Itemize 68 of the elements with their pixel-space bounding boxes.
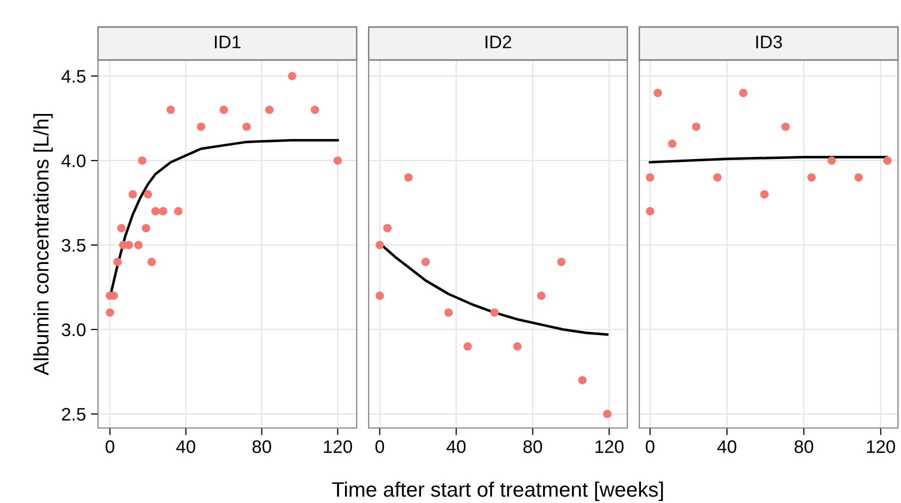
point — [376, 240, 384, 250]
point — [174, 207, 182, 216]
x-tick-label: 0 — [646, 440, 654, 454]
point — [444, 308, 453, 317]
point — [464, 342, 472, 351]
point — [854, 173, 863, 182]
x-axis-title: Time after start of treatment [weeks] — [332, 482, 663, 501]
x-tick-label: 120 — [324, 440, 352, 454]
x-tick-label: 40 — [717, 440, 736, 454]
x-tick-label: 120 — [595, 440, 624, 454]
point — [142, 224, 150, 232]
point — [265, 106, 274, 114]
x-tick-label: 80 — [523, 440, 542, 454]
point — [134, 240, 143, 250]
point — [646, 207, 654, 216]
point — [537, 292, 546, 300]
x-tick-label: 40 — [446, 440, 466, 454]
y-tick-label: 4.0 — [62, 154, 86, 168]
x-tick-label: 0 — [106, 440, 114, 454]
point — [138, 156, 146, 165]
chart-title: ID3 — [756, 36, 782, 48]
point — [151, 207, 160, 216]
chart-title: ID1 — [214, 36, 240, 48]
point — [654, 88, 662, 98]
point — [106, 308, 114, 317]
point — [128, 190, 137, 198]
point — [334, 156, 342, 165]
y-tick-label: 3.0 — [62, 323, 86, 336]
point — [158, 207, 168, 216]
point — [646, 173, 654, 182]
point — [242, 122, 251, 131]
x-tick-label: 120 — [867, 440, 896, 454]
x-tick-label: 40 — [176, 440, 196, 454]
point — [117, 224, 126, 232]
point — [739, 88, 748, 98]
point — [421, 258, 430, 266]
point — [513, 342, 522, 351]
point — [376, 292, 384, 300]
y-tick-label: 3.5 — [62, 238, 86, 252]
point — [557, 258, 566, 266]
point — [828, 156, 836, 165]
chart-title: ID2 — [486, 36, 512, 48]
point — [144, 190, 152, 198]
point — [668, 139, 676, 148]
point — [578, 376, 587, 384]
point — [220, 106, 228, 114]
point — [310, 106, 320, 114]
point — [781, 122, 790, 131]
point — [692, 122, 700, 131]
point — [166, 106, 175, 114]
point — [383, 224, 392, 232]
point — [404, 173, 413, 182]
point — [196, 122, 206, 131]
point — [760, 190, 769, 198]
point — [713, 173, 722, 182]
point — [603, 410, 612, 418]
point — [883, 156, 892, 165]
point — [807, 173, 816, 182]
x-tick-label: 0 — [375, 440, 384, 454]
point — [288, 72, 296, 80]
x-tick-label: 80 — [252, 440, 272, 454]
point — [490, 308, 499, 317]
y-tick-label: 2.5 — [62, 408, 86, 421]
y-axis-title: Albumin concentrations [L/h] — [33, 114, 53, 376]
point — [113, 258, 122, 266]
y-tick-label: 4.5 — [62, 70, 86, 83]
x-tick-label: 80 — [794, 440, 814, 454]
point — [148, 258, 156, 266]
